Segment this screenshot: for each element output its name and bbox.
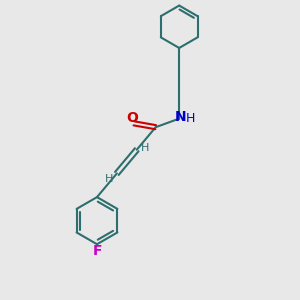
Text: H: H xyxy=(186,112,195,125)
Text: O: O xyxy=(127,111,138,125)
Text: F: F xyxy=(92,244,102,258)
Text: N: N xyxy=(175,110,187,124)
Text: H: H xyxy=(104,174,113,184)
Text: H: H xyxy=(141,143,149,153)
